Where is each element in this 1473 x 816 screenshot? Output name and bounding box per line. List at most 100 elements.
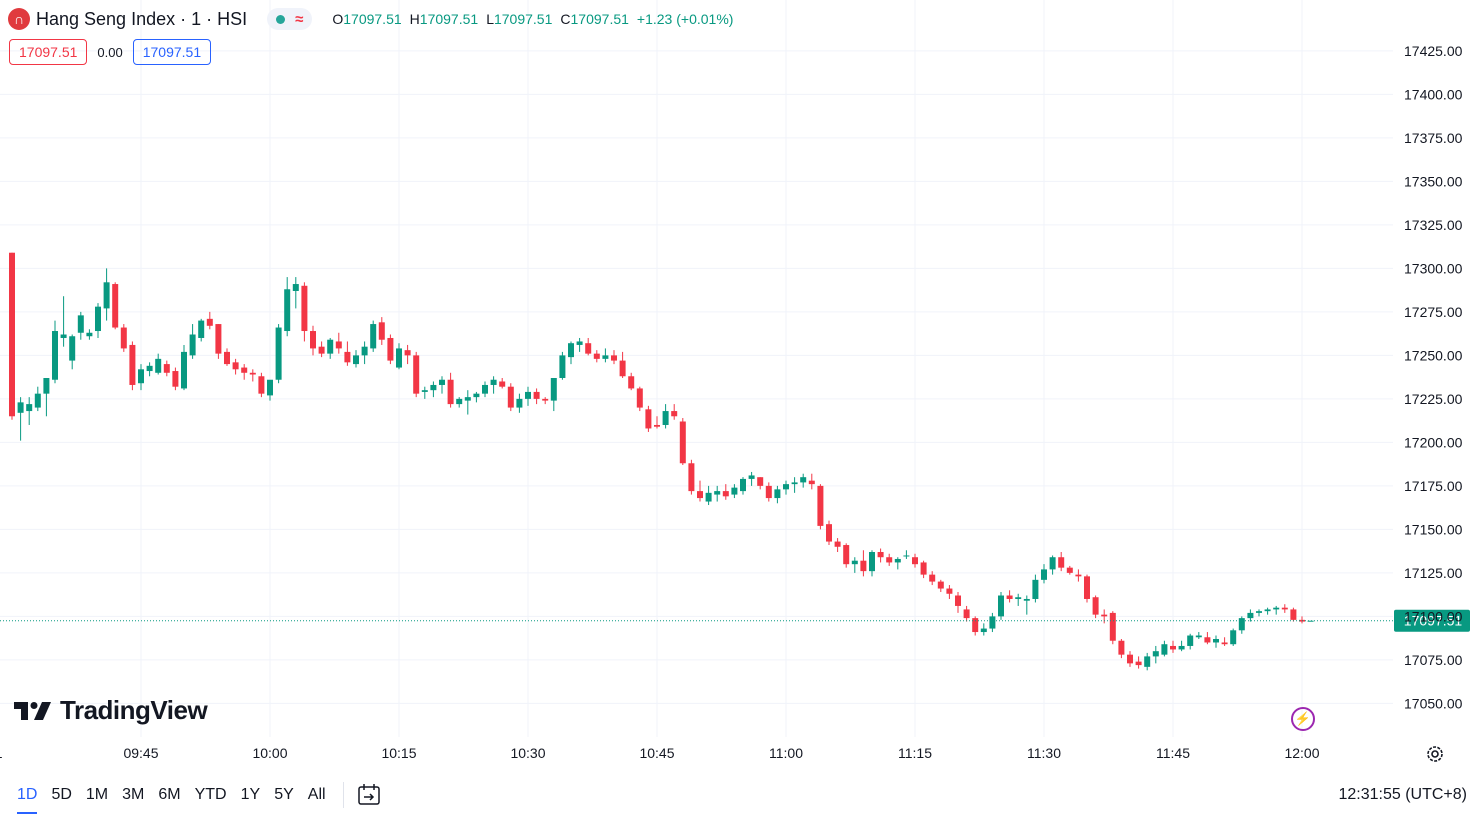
timezone-clock[interactable]: 12:31:55 (UTC+8) <box>1338 786 1467 803</box>
candle-up <box>77 311 84 340</box>
range-3m[interactable]: 3M <box>122 786 145 803</box>
buy-button[interactable]: 17097.51 <box>132 39 212 65</box>
candle-body <box>533 391 540 399</box>
candle-down <box>542 397 549 405</box>
tradingview-logo[interactable]: TradingView <box>14 695 208 726</box>
candle-body <box>1238 618 1245 631</box>
symbol-title[interactable]: Hang Seng Index · 1 · HSI <box>36 8 248 29</box>
candle-body <box>1135 661 1142 666</box>
candle-body <box>1023 598 1030 601</box>
price-tick-label: 17225.00 <box>1404 391 1463 407</box>
range-5y[interactable]: 5Y <box>274 786 294 803</box>
candle-up <box>95 303 101 338</box>
ohlc-high-label: H <box>409 11 420 27</box>
candle-up <box>26 397 33 425</box>
candle-body <box>929 574 936 582</box>
candle-down <box>654 416 660 429</box>
candle-body <box>1015 597 1022 599</box>
range-6m[interactable]: 6M <box>158 786 181 803</box>
candle-up <box>989 612 996 633</box>
candle-body <box>69 336 76 361</box>
candle-body <box>834 541 841 547</box>
candle-body <box>292 284 299 291</box>
range-1d[interactable]: 1D <box>10 782 44 814</box>
candle-up <box>198 318 205 342</box>
compare-icon[interactable] <box>356 782 382 808</box>
price-chart[interactable]: 17097.51 17050.00 17075.00 17100.00 17125.0… <box>0 0 1473 778</box>
candle-up <box>1152 645 1159 664</box>
candle-body <box>120 327 127 349</box>
spread-value: 0.00 <box>97 44 123 60</box>
candle-up <box>714 485 721 502</box>
candle-down <box>249 369 256 382</box>
candle-body <box>43 378 50 394</box>
candle-body <box>525 391 531 399</box>
candle-up <box>464 390 471 415</box>
candle-down <box>172 367 179 391</box>
candle-up <box>1238 616 1245 634</box>
candle-down <box>722 484 729 500</box>
candle-body <box>800 477 807 483</box>
candle-body <box>1307 620 1314 622</box>
candle-body <box>1118 640 1125 655</box>
candle-down <box>120 324 127 352</box>
candle-down <box>1066 565 1073 575</box>
market-status-icon[interactable]: ≈ <box>267 8 313 30</box>
candle-body <box>980 628 987 633</box>
range-5d[interactable]: 5D <box>51 786 72 803</box>
candle-up <box>1049 555 1056 575</box>
candle-body <box>851 560 858 565</box>
range-1y[interactable]: 1Y <box>240 786 261 803</box>
candle-body <box>1092 597 1099 615</box>
candle-body <box>1281 607 1288 610</box>
candle-body <box>722 491 729 497</box>
candle-down <box>224 348 230 366</box>
ohlc-high-value: 17097.51 <box>419 11 479 27</box>
sell-button[interactable]: 17097.51 <box>9 39 88 65</box>
candle-down <box>808 473 815 490</box>
candle-down <box>129 341 136 391</box>
candle-down <box>619 351 626 378</box>
candle-body <box>258 376 265 394</box>
candle-body <box>456 398 463 405</box>
candle-body <box>585 343 592 354</box>
candle-down <box>206 311 213 330</box>
candle-down <box>671 404 678 420</box>
candle-down <box>1135 656 1142 669</box>
lightning-icon[interactable]: ⚡ <box>1291 707 1315 731</box>
candle-body <box>301 285 308 332</box>
candle-down <box>163 360 170 377</box>
candle-body <box>1230 630 1237 645</box>
candle-body <box>1264 609 1271 612</box>
candle-down <box>843 543 850 568</box>
candle-up <box>284 277 291 337</box>
candle-body <box>387 337 394 361</box>
candle-body <box>679 421 686 464</box>
candle-down <box>886 553 893 566</box>
candle-down <box>258 372 265 398</box>
candle-up <box>60 296 67 347</box>
candle-body <box>808 480 815 485</box>
candle-body <box>611 355 617 361</box>
tradingview-wordmark: TradingView <box>60 695 208 725</box>
candle-body <box>215 324 222 354</box>
candle-up <box>869 550 875 577</box>
candle-up <box>421 386 428 399</box>
range-all[interactable]: All <box>307 786 326 803</box>
candle-up <box>576 337 583 352</box>
last-price-marker <box>1394 609 1470 632</box>
settings-gear-icon[interactable] <box>1425 744 1445 764</box>
candle-down <box>533 388 540 405</box>
candle-up <box>34 386 41 412</box>
chart-header: ∩ Hang Seng Index · 1 · HSI ≈ O17097.51 … <box>8 6 733 32</box>
candle-up <box>1032 574 1039 603</box>
chart-grid <box>0 0 1393 737</box>
candle-body <box>705 492 712 502</box>
candle-up <box>980 623 987 636</box>
candle-down <box>1281 604 1288 613</box>
candle-body <box>421 390 428 392</box>
candle-body <box>138 369 144 384</box>
range-1m[interactable]: 1M <box>85 786 109 803</box>
range-ytd[interactable]: YTD <box>194 786 227 803</box>
candle-body <box>955 595 961 606</box>
